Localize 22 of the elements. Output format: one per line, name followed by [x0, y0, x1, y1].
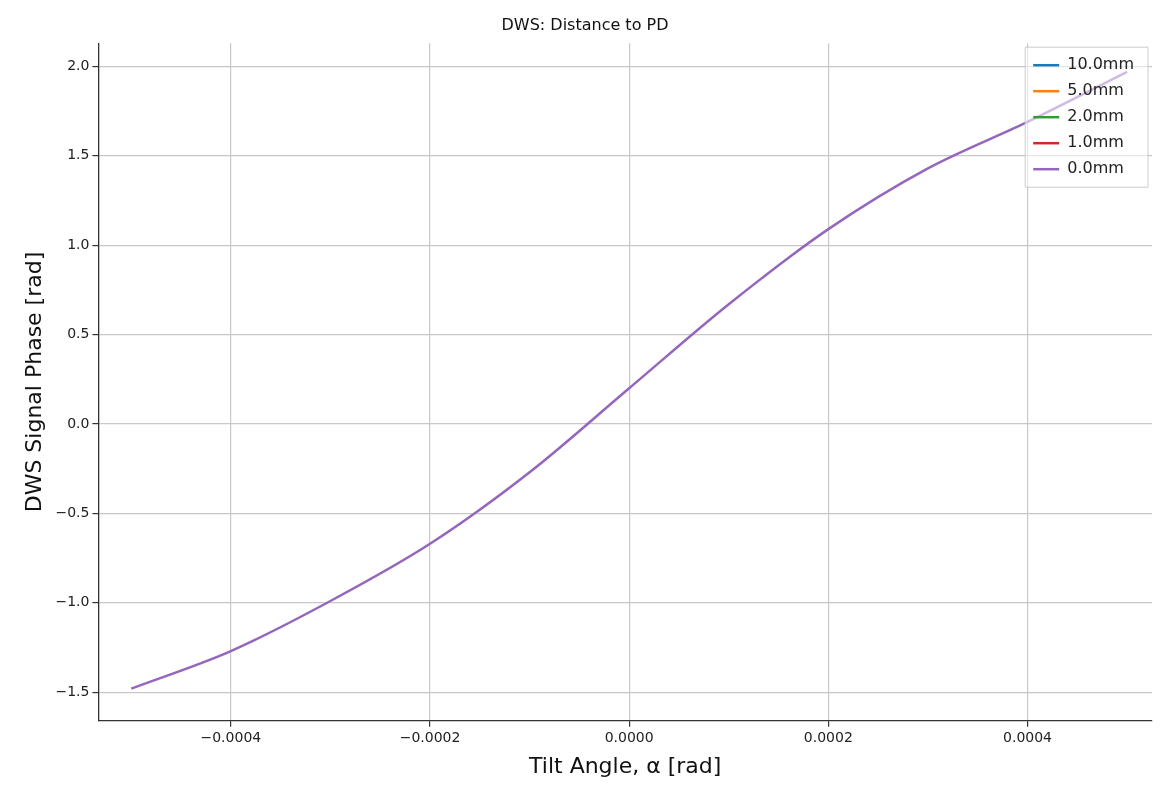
x-tick-label: −0.0002 — [399, 728, 461, 745]
y-tick-label: 0.5 — [67, 325, 90, 342]
y-tick-label: 1.0 — [67, 235, 90, 252]
legend-label: 5.0mm — [1067, 80, 1124, 100]
y-tick-label: −0.5 — [55, 504, 90, 521]
legend-label: 0.0mm — [1067, 158, 1124, 178]
legend-label: 1.0mm — [1067, 132, 1124, 152]
line-series — [130, 70, 1129, 690]
y-tick-label: −1.5 — [55, 682, 90, 699]
y-axis-title: DWS Signal Phase [rad] — [20, 251, 46, 513]
legend-label: 10.0mm — [1067, 54, 1134, 74]
y-tick-label: 0.0 — [67, 414, 90, 431]
x-tick-label: −0.0004 — [200, 728, 262, 745]
x-tick-label: 0.0004 — [1003, 728, 1053, 745]
y-tick-label: 2.0 — [67, 57, 90, 74]
x-tick-label: 0.0000 — [604, 728, 654, 745]
chart-title: DWS: Distance to PD — [501, 14, 669, 34]
y-tick-label: −1.0 — [55, 593, 90, 610]
legend-label: 2.0mm — [1067, 106, 1124, 126]
x-tick-label: 0.0002 — [803, 728, 853, 745]
y-tick-label: 1.5 — [67, 146, 90, 163]
x-axis-title: Tilt Angle, α [rad] — [528, 752, 722, 778]
